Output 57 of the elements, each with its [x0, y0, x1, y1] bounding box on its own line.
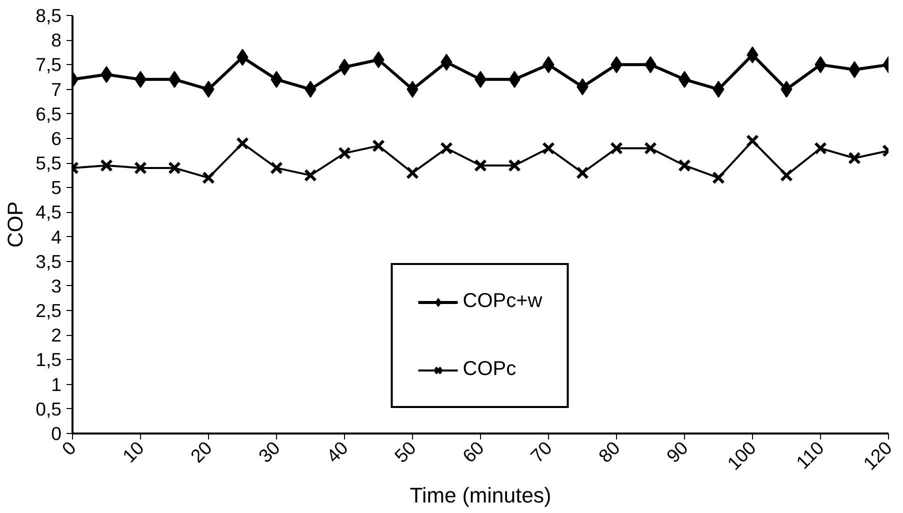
x-tick-label: 50 — [390, 437, 420, 467]
x-tick-label: 100 — [723, 437, 760, 474]
y-tick-label: 4,5 — [36, 202, 62, 223]
point — [610, 142, 623, 155]
x-tick-label: 110 — [792, 437, 828, 473]
point — [474, 159, 487, 172]
y-tick-label: 3 — [51, 275, 62, 296]
point — [168, 161, 181, 174]
point — [372, 139, 385, 152]
y-tick-label: 1 — [51, 374, 62, 395]
point — [304, 168, 317, 182]
x-tick-label: 90 — [662, 437, 692, 467]
y-tick-label: 7,5 — [36, 54, 62, 76]
x-tick-label: 120 — [859, 437, 896, 474]
point — [440, 142, 453, 155]
y-tick-label: 8,5 — [36, 5, 62, 26]
point — [236, 136, 249, 150]
point — [712, 171, 725, 184]
point — [542, 142, 555, 155]
point — [202, 171, 215, 184]
y-tick-label: 6,5 — [36, 103, 62, 124]
x-tick-label: 10 — [118, 437, 148, 467]
y-tick-label: 5 — [51, 177, 62, 198]
point — [848, 152, 861, 165]
y-tick-label: 0,5 — [36, 398, 62, 420]
y-tick-label: 6 — [51, 128, 62, 149]
y-tick-label: 2,5 — [36, 300, 62, 322]
y-tick-label: 5,5 — [36, 152, 62, 174]
y-tick-label: 1,5 — [36, 349, 62, 370]
y-tick-label: 4 — [51, 226, 62, 248]
point — [780, 168, 793, 182]
y-tick-label: 0 — [51, 423, 62, 444]
point — [100, 159, 113, 172]
point — [644, 142, 657, 155]
x-tick-label: 70 — [526, 437, 556, 467]
y-tick-label: 7 — [51, 78, 62, 100]
x-tick-label: 60 — [458, 437, 488, 467]
y-tick-label: 2 — [51, 324, 62, 346]
point — [508, 159, 521, 172]
y-tick-label: 8 — [51, 30, 62, 51]
point — [134, 161, 147, 174]
point — [746, 134, 759, 148]
x-tick-label: 80 — [594, 437, 624, 467]
x-tick-label: 30 — [254, 437, 284, 467]
point — [406, 166, 419, 180]
y-axis-title: COP — [4, 201, 28, 248]
point — [678, 159, 691, 172]
y-tick-label: 3,5 — [36, 250, 62, 272]
point — [338, 146, 351, 160]
point — [814, 142, 827, 155]
legend-label: COPc — [462, 358, 516, 381]
x-tick-label: 40 — [322, 437, 352, 467]
x-tick-label: 20 — [186, 437, 216, 467]
legend-label: COPc+w — [462, 290, 542, 313]
x-axis-title: Time (minutes) — [410, 484, 552, 508]
point — [576, 166, 589, 180]
point — [270, 161, 283, 174]
